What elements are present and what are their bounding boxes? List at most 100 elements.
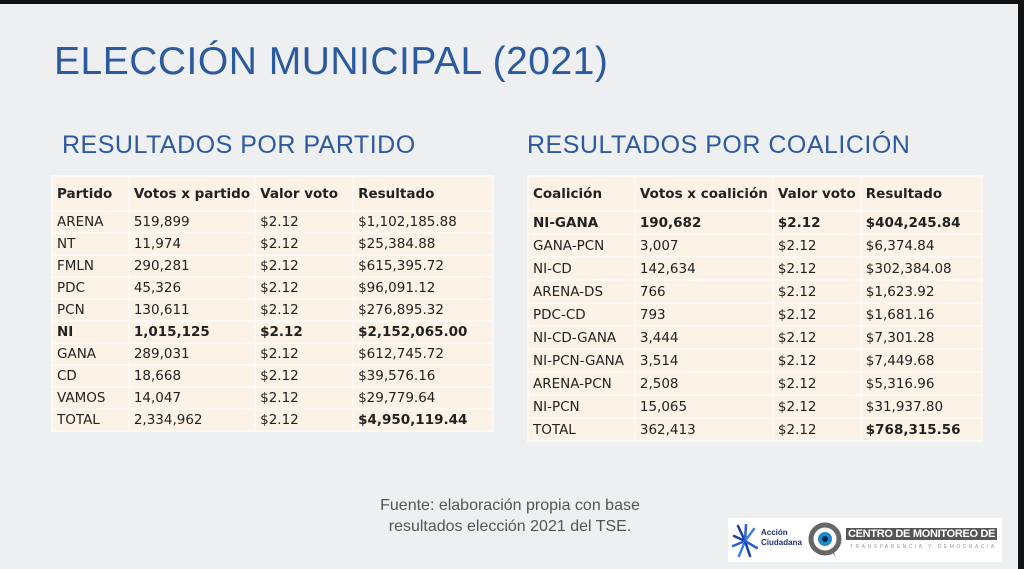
column-header: Valor voto bbox=[254, 175, 355, 212]
table-row: NI 1,015,125 $2.12 $2,152,065.00 bbox=[51, 320, 494, 344]
table-cell: CD bbox=[51, 364, 130, 388]
column-header: Votos x partido bbox=[127, 175, 257, 212]
table-row: GANA 289,031 $2.12 $612,745.72 bbox=[51, 342, 494, 366]
table-cell: ARENA-DS bbox=[527, 279, 636, 304]
table-cell: $2.12 bbox=[254, 320, 355, 344]
table-cell: $2.12 bbox=[771, 256, 862, 281]
table-cell: 130,611 bbox=[127, 298, 257, 322]
table-cell: 3,514 bbox=[633, 348, 774, 373]
table-row: NI-CD-GANA 3,444 $2.12 $7,301.28 bbox=[527, 325, 984, 350]
table-cell: $2.12 bbox=[771, 325, 862, 350]
table-row: ARENA-PCN 2,508 $2.12 $5,316.96 bbox=[527, 371, 984, 396]
table-cell: $4,950,119.44 bbox=[352, 408, 494, 432]
table-cell: $2.12 bbox=[254, 342, 355, 366]
table-cell: 11,974 bbox=[127, 232, 257, 256]
table-cell: GANA-PCN bbox=[527, 233, 636, 258]
table-cell: $1,681.16 bbox=[859, 302, 984, 327]
table-cell: 362,413 bbox=[633, 417, 774, 442]
centro-monitoreo-logo-icon bbox=[808, 522, 842, 557]
table-cell: $25,384.88 bbox=[352, 232, 494, 256]
source-line-2: resultados elección 2021 del TSE. bbox=[388, 518, 632, 535]
table-cell: ARENA bbox=[51, 210, 130, 234]
table-cell: $2.12 bbox=[254, 276, 355, 300]
table-cell: NI bbox=[51, 320, 130, 344]
table-cell: $1,102,185.88 bbox=[352, 210, 494, 234]
table-row: GANA-PCN 3,007 $2.12 $6,374.84 bbox=[527, 233, 984, 258]
accion-line-2: Ciudadana bbox=[761, 538, 802, 547]
partido-table: Partido Votos x partido Valor voto Resultad… bbox=[51, 175, 494, 432]
table-cell: 142,634 bbox=[633, 256, 774, 281]
screen-border-top bbox=[0, 0, 1024, 4]
table-row: PCN 130,611 $2.12 $276,895.32 bbox=[51, 298, 494, 322]
table-cell: 3,444 bbox=[633, 325, 774, 350]
table-cell: $2.12 bbox=[771, 348, 862, 373]
table-cell: 1,015,125 bbox=[127, 320, 257, 344]
table-cell: $2.12 bbox=[771, 371, 862, 396]
table-cell: $612,745.72 bbox=[352, 342, 494, 366]
table-cell: $2.12 bbox=[771, 394, 862, 419]
table-cell: 793 bbox=[633, 302, 774, 327]
table-cell: $2.12 bbox=[254, 386, 355, 410]
table-row: NI-PCN-GANA 3,514 $2.12 $7,449.68 bbox=[527, 348, 984, 373]
table-cell: $302,384.08 bbox=[859, 256, 984, 281]
table-cell: 18,668 bbox=[127, 364, 257, 388]
table-cell: PCN bbox=[51, 298, 130, 322]
table-cell: $768,315.56 bbox=[859, 417, 984, 442]
slide-title: ELECCIÓN MUNICIPAL (2021) bbox=[54, 40, 609, 83]
table-row: PDC-CD 793 $2.12 $1,681.16 bbox=[527, 302, 984, 327]
table-cell: NT bbox=[51, 232, 130, 256]
table-cell: $2.12 bbox=[254, 364, 355, 388]
table-cell: $276,895.32 bbox=[352, 298, 494, 322]
table-cell: $31,937.80 bbox=[859, 394, 984, 419]
table-cell: TOTAL bbox=[51, 408, 130, 432]
table-cell: $404,245.84 bbox=[859, 210, 984, 235]
table-row: CD 18,668 $2.12 $39,576.16 bbox=[51, 364, 494, 388]
table-cell: $29,779.64 bbox=[352, 386, 494, 410]
table-row: FMLN 290,281 $2.12 $615,395.72 bbox=[51, 254, 494, 278]
table-cell: $2.12 bbox=[254, 210, 355, 234]
table-cell: NI-PCN bbox=[527, 394, 636, 419]
table-row: NI-GANA 190,682 $2.12 $404,245.84 bbox=[527, 210, 984, 235]
table-cell: $2.12 bbox=[771, 279, 862, 304]
table-cell: 2,508 bbox=[633, 371, 774, 396]
table-cell: $2.12 bbox=[771, 417, 862, 442]
table-row: NI-CD 142,634 $2.12 $302,384.08 bbox=[527, 256, 984, 281]
table-cell: 45,326 bbox=[127, 276, 257, 300]
table-row: TOTAL 2,334,962 $2.12 $4,950,119.44 bbox=[51, 408, 494, 432]
table-cell: $2.12 bbox=[254, 232, 355, 256]
accion-ciudadana-logo-icon bbox=[732, 524, 758, 558]
table-cell: $2.12 bbox=[771, 210, 862, 235]
table-cell: NI-GANA bbox=[527, 210, 636, 235]
coalicion-subtitle: RESULTADOS POR COALICIÓN bbox=[527, 131, 911, 159]
table-cell: $7,301.28 bbox=[859, 325, 984, 350]
table-cell: FMLN bbox=[51, 254, 130, 278]
accion-line-1: Acción bbox=[761, 528, 788, 537]
table-cell: NI-CD-GANA bbox=[527, 325, 636, 350]
column-header: Resultado bbox=[352, 175, 494, 212]
table-cell: $1,623.92 bbox=[859, 279, 984, 304]
partido-subtitle: RESULTADOS POR PARTIDO bbox=[62, 131, 416, 159]
column-header: Partido bbox=[51, 175, 130, 212]
source-line-1: Fuente: elaboración propia con base bbox=[380, 497, 640, 514]
table-cell: TOTAL bbox=[527, 417, 636, 442]
table-cell: 766 bbox=[633, 279, 774, 304]
accion-ciudadana-text: Acción Ciudadana bbox=[761, 528, 802, 548]
table-cell: NI-CD bbox=[527, 256, 636, 281]
table-cell: 3,007 bbox=[633, 233, 774, 258]
table-cell: 519,899 bbox=[127, 210, 257, 234]
column-header: Resultado bbox=[859, 175, 984, 212]
screen-border-right bbox=[1018, 0, 1024, 569]
table-cell: GANA bbox=[51, 342, 130, 366]
table-cell: $2.12 bbox=[254, 298, 355, 322]
table-cell: $6,374.84 bbox=[859, 233, 984, 258]
table-cell: $2.12 bbox=[254, 408, 355, 432]
table-cell: 14,047 bbox=[127, 386, 257, 410]
table-cell: $39,576.16 bbox=[352, 364, 494, 388]
table-cell: ARENA-PCN bbox=[527, 371, 636, 396]
table-cell: $2.12 bbox=[771, 302, 862, 327]
table-cell: $2,152,065.00 bbox=[352, 320, 494, 344]
centro-monitoreo-subtext: TRANSPARENCIA Y DEMOCRACIA bbox=[850, 544, 997, 550]
table-cell: PDC bbox=[51, 276, 130, 300]
table-cell: 289,031 bbox=[127, 342, 257, 366]
table-cell: $2.12 bbox=[771, 233, 862, 258]
